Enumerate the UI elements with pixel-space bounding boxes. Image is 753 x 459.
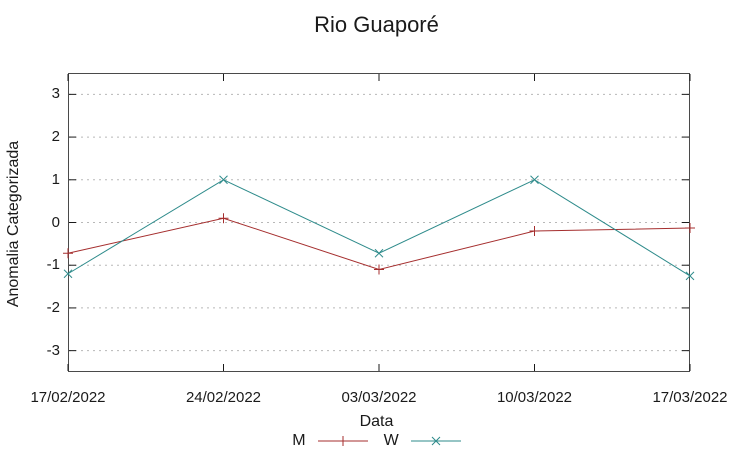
- legend-entry-W: W: [384, 432, 461, 450]
- y-tick-label: -2: [46, 298, 60, 316]
- plot-border: [68, 73, 690, 372]
- x-axis-title: Data: [359, 413, 394, 430]
- series-line-W: [67, 179, 691, 277]
- y-axis-tick-labels: 3 2 1 0 -1 -2 -3: [0, 73, 60, 372]
- plot-svg: [63, 73, 695, 372]
- legend-line-sample: [410, 436, 461, 446]
- legend-label: M: [292, 432, 306, 449]
- data-point-marker: [529, 226, 540, 237]
- y-tick-label: -3: [46, 341, 60, 359]
- y-tick-label: 1: [51, 170, 60, 188]
- x-tick-label: 10/03/2022: [496, 389, 573, 406]
- x-tick-label: 17/03/2022: [652, 389, 728, 406]
- data-point-marker: [63, 269, 73, 279]
- legend-label: W: [383, 432, 399, 449]
- series-line-M: [67, 217, 691, 271]
- data-point-marker: [374, 264, 384, 275]
- x-axis-tick-labels: 17/02/2022 24/02/2022 03/03/2022 10/03/2022…: [30, 389, 727, 407]
- plot-area: [63, 73, 695, 372]
- y-tick-label: 2: [51, 128, 60, 146]
- data-point-marker: [685, 223, 695, 234]
- legend-entry-M: M: [292, 432, 368, 450]
- x-tick-label: 17/02/2022: [30, 389, 106, 406]
- data-point-marker: [337, 436, 348, 446]
- x-tick-label: 24/02/2022: [185, 389, 262, 406]
- y-tick-label: 0: [51, 213, 60, 231]
- data-point-marker: [218, 213, 229, 224]
- chart-title: Rio Guaporé: [314, 12, 439, 37]
- data-point-marker: [219, 175, 228, 185]
- data-point-marker: [63, 248, 73, 259]
- data-point-marker: [374, 248, 384, 258]
- data-point-marker: [530, 175, 539, 185]
- data-point-marker: [685, 271, 695, 281]
- legend-line-sample: [317, 436, 368, 446]
- y-tick-label: -1: [46, 256, 60, 274]
- y-tick-label: 3: [51, 85, 60, 103]
- data-point-marker: [431, 436, 441, 446]
- x-tick-label: 03/03/2022: [341, 389, 417, 406]
